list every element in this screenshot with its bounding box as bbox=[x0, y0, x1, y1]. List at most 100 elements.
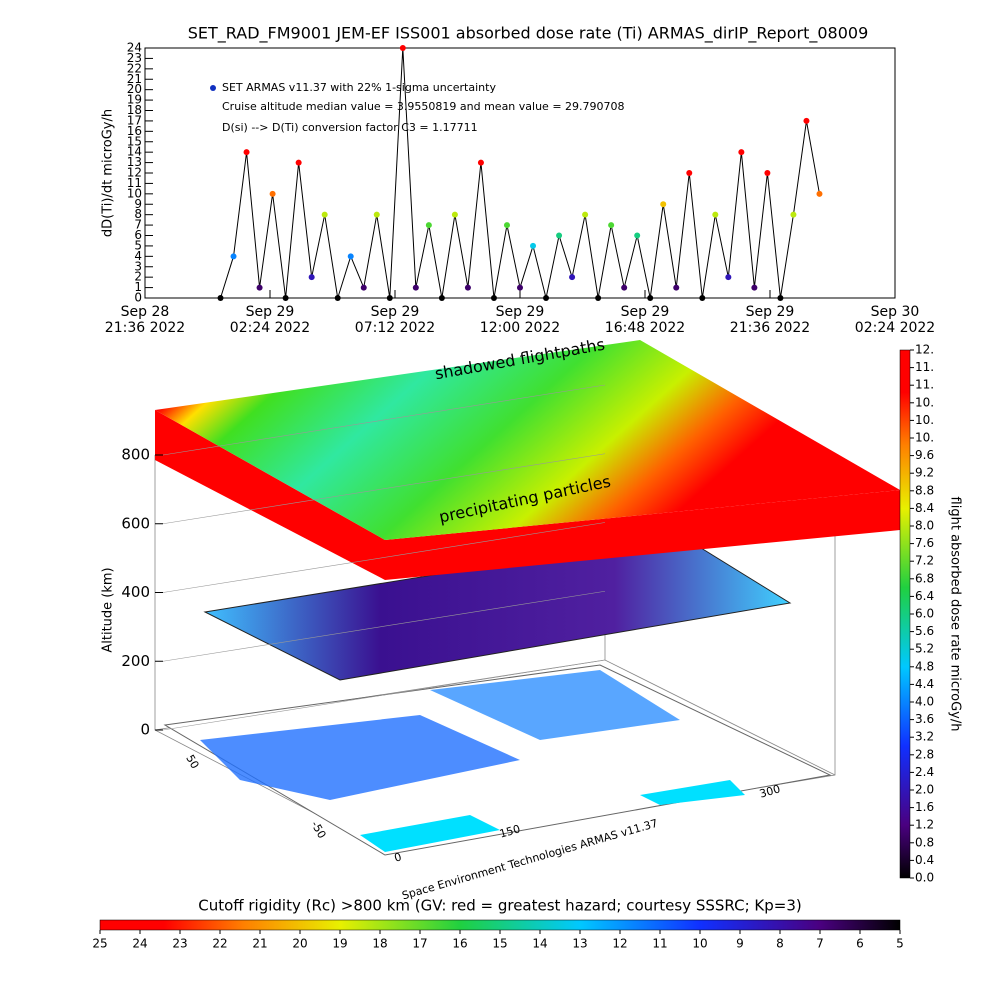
x-tick-label: Sep 29 12:00 2022 bbox=[480, 304, 560, 336]
data-point bbox=[816, 190, 823, 197]
y-tick-label: 24 bbox=[127, 41, 142, 55]
colorbar-tick-label: 9.2 bbox=[915, 466, 934, 480]
data-point bbox=[712, 211, 719, 218]
colorbar-tick-label: 7.6 bbox=[915, 536, 934, 550]
rigidity-tick-label: 8 bbox=[776, 937, 784, 951]
y-tick-label: 6 bbox=[134, 228, 142, 242]
data-point bbox=[608, 222, 615, 229]
land bbox=[640, 780, 745, 805]
data-point bbox=[725, 274, 732, 281]
y-tick-label: 1 bbox=[134, 280, 142, 294]
rigidity-tick-label: 22 bbox=[212, 937, 227, 951]
y-tick-label: 11 bbox=[127, 176, 142, 190]
data-point bbox=[699, 295, 706, 301]
y-tick-label: 23 bbox=[127, 51, 142, 65]
data-point bbox=[438, 295, 445, 301]
legend-dot bbox=[210, 85, 216, 91]
colorbar-tick-label: 8.8 bbox=[915, 483, 934, 497]
colorbar-tick-label: 1.6 bbox=[915, 800, 934, 814]
rigidity-label: Cutoff rigidity (Rc) >800 km (GV: red = … bbox=[198, 897, 801, 915]
colorbar-tick-label: 11. bbox=[915, 360, 934, 374]
z-tick-label: 200 bbox=[121, 652, 150, 670]
data-point bbox=[373, 211, 380, 218]
y-tick-label: 15 bbox=[127, 134, 142, 148]
colorbar-tick-label: 10. bbox=[915, 413, 934, 427]
colorbar bbox=[899, 349, 911, 879]
y-tick-label: 13 bbox=[127, 155, 142, 169]
x-tick-label: 0 bbox=[393, 850, 403, 864]
rigidity-tick-label: 7 bbox=[816, 937, 824, 951]
rigidity-tick-label: 21 bbox=[252, 937, 267, 951]
colorbar-tick-label: 10. bbox=[915, 431, 934, 445]
data-point bbox=[360, 284, 367, 291]
data-point bbox=[790, 211, 797, 218]
annotation: Cruise altitude median value = 3.9550819… bbox=[222, 100, 625, 113]
grid-line bbox=[162, 659, 606, 731]
rigidity-tick-label: 17 bbox=[412, 937, 427, 951]
colorbar-tick-label: 1.2 bbox=[915, 818, 934, 832]
colorbar-tick-label: 4.4 bbox=[915, 677, 934, 691]
rigidity-tick-label: 20 bbox=[292, 937, 307, 951]
data-point bbox=[490, 295, 497, 301]
y-tick-label: 2 bbox=[134, 270, 142, 284]
rigidity-tick-label: 15 bbox=[492, 937, 507, 951]
data-point bbox=[686, 170, 693, 176]
y-tick-label: 20 bbox=[127, 82, 142, 96]
data-point bbox=[282, 295, 289, 301]
data-point bbox=[738, 149, 745, 156]
x-tick-label: Sep 29 02:24 2022 bbox=[230, 304, 310, 336]
colorbar-tick-label: 4.8 bbox=[915, 659, 934, 673]
y-tick-label: 7 bbox=[134, 218, 142, 232]
colorbar-tick-label: 3.2 bbox=[915, 730, 934, 744]
rigidity-bar bbox=[99, 919, 901, 931]
data-point bbox=[321, 211, 328, 218]
rigidity-tick-label: 19 bbox=[332, 937, 347, 951]
rigidity-tick-label: 24 bbox=[132, 937, 147, 951]
data-point bbox=[530, 242, 537, 249]
rigidity-tick-label: 23 bbox=[172, 937, 187, 951]
colorbar-label: flight absorbed dose rate microGy/h bbox=[948, 497, 963, 732]
colorbar-tick-label: 0.8 bbox=[915, 835, 934, 849]
rigidity-tick-label: 18 bbox=[372, 937, 387, 951]
data-point bbox=[243, 149, 250, 156]
rigidity-tick-label: 16 bbox=[452, 937, 467, 951]
data-point bbox=[777, 295, 784, 301]
data-point bbox=[517, 284, 523, 291]
grid-line bbox=[162, 384, 606, 456]
data-point bbox=[217, 295, 224, 301]
colorbar-tick-label: 5.2 bbox=[915, 642, 934, 656]
data-point bbox=[582, 211, 589, 218]
data-point bbox=[425, 222, 432, 229]
y-tick-label: 16 bbox=[127, 124, 142, 138]
z-tick-label: 400 bbox=[121, 583, 150, 601]
slab-top bbox=[155, 340, 900, 540]
scene-3d bbox=[154, 340, 900, 856]
y-tick-label: 22 bbox=[127, 61, 142, 75]
grid-line bbox=[162, 522, 606, 593]
data-point bbox=[621, 284, 628, 291]
rigidity-tick-label: 13 bbox=[572, 937, 587, 951]
data-point bbox=[543, 295, 550, 301]
colorbar-tick-label: 5.6 bbox=[915, 624, 934, 638]
data-point bbox=[477, 159, 484, 166]
y-tick-label: 10 bbox=[127, 186, 142, 200]
colorbar-tick-label: 8.4 bbox=[915, 501, 934, 515]
rigidity-tick-label: 11 bbox=[652, 937, 667, 951]
y-tick-label: 50 bbox=[183, 752, 201, 771]
y-tick-label: 18 bbox=[127, 103, 142, 117]
rigidity-tick-label: 25 bbox=[92, 937, 107, 951]
annotation: SET ARMAS v11.37 with 22% 1-sigma uncert… bbox=[222, 81, 496, 94]
y-tick-label: 8 bbox=[134, 207, 142, 221]
y-tick-label: 4 bbox=[134, 249, 142, 263]
data-point bbox=[451, 211, 458, 218]
data-point bbox=[569, 274, 576, 281]
colorbar-tick-label: 2.4 bbox=[915, 765, 934, 779]
z-tick-label: 0 bbox=[140, 721, 150, 739]
y-tick-label: 12 bbox=[127, 166, 142, 180]
rigidity-tick-label: 14 bbox=[532, 937, 547, 951]
data-point bbox=[764, 170, 771, 176]
x-tick-label: 300 bbox=[758, 782, 782, 800]
y-tick-label: 14 bbox=[127, 145, 142, 159]
data-point bbox=[269, 190, 276, 197]
